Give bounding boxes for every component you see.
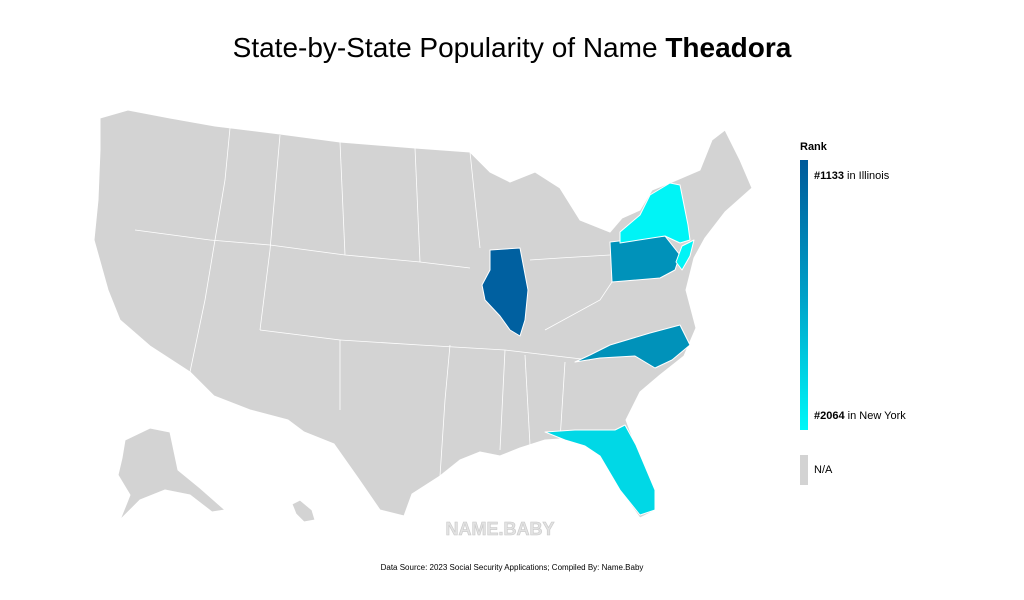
legend-bottom-rank: #2064 (814, 410, 845, 422)
legend-bottom: #2064 in New York (814, 410, 906, 422)
legend-title: Rank (800, 141, 828, 153)
legend-top: #1133 in Illinois (814, 170, 890, 182)
title: State-by-State Popularity of Name Theado… (233, 32, 792, 63)
legend-top-place: in Illinois (847, 170, 890, 182)
state-new-jersey (675, 239, 695, 271)
source: Data Source: 2023 Social Security Applic… (381, 563, 644, 572)
legend-bottom-place: in New York (848, 410, 907, 422)
contiguous-us (93, 109, 753, 519)
state-new-york (619, 182, 691, 244)
hawaii (291, 499, 316, 523)
title-name: Theadora (665, 32, 791, 63)
watermark: NAME.BABY (445, 519, 554, 539)
title-prefix: State-by-State Popularity of Name (233, 32, 658, 63)
state-illinois (481, 247, 529, 337)
legend-gradient (800, 160, 808, 430)
alaska (117, 427, 226, 521)
state-north-carolina (574, 324, 691, 369)
legend-na-swatch (800, 455, 808, 485)
state-florida (544, 424, 656, 516)
legend-top-rank: #1133 (814, 170, 844, 182)
map (93, 109, 753, 523)
legend-na: N/A (814, 464, 833, 476)
